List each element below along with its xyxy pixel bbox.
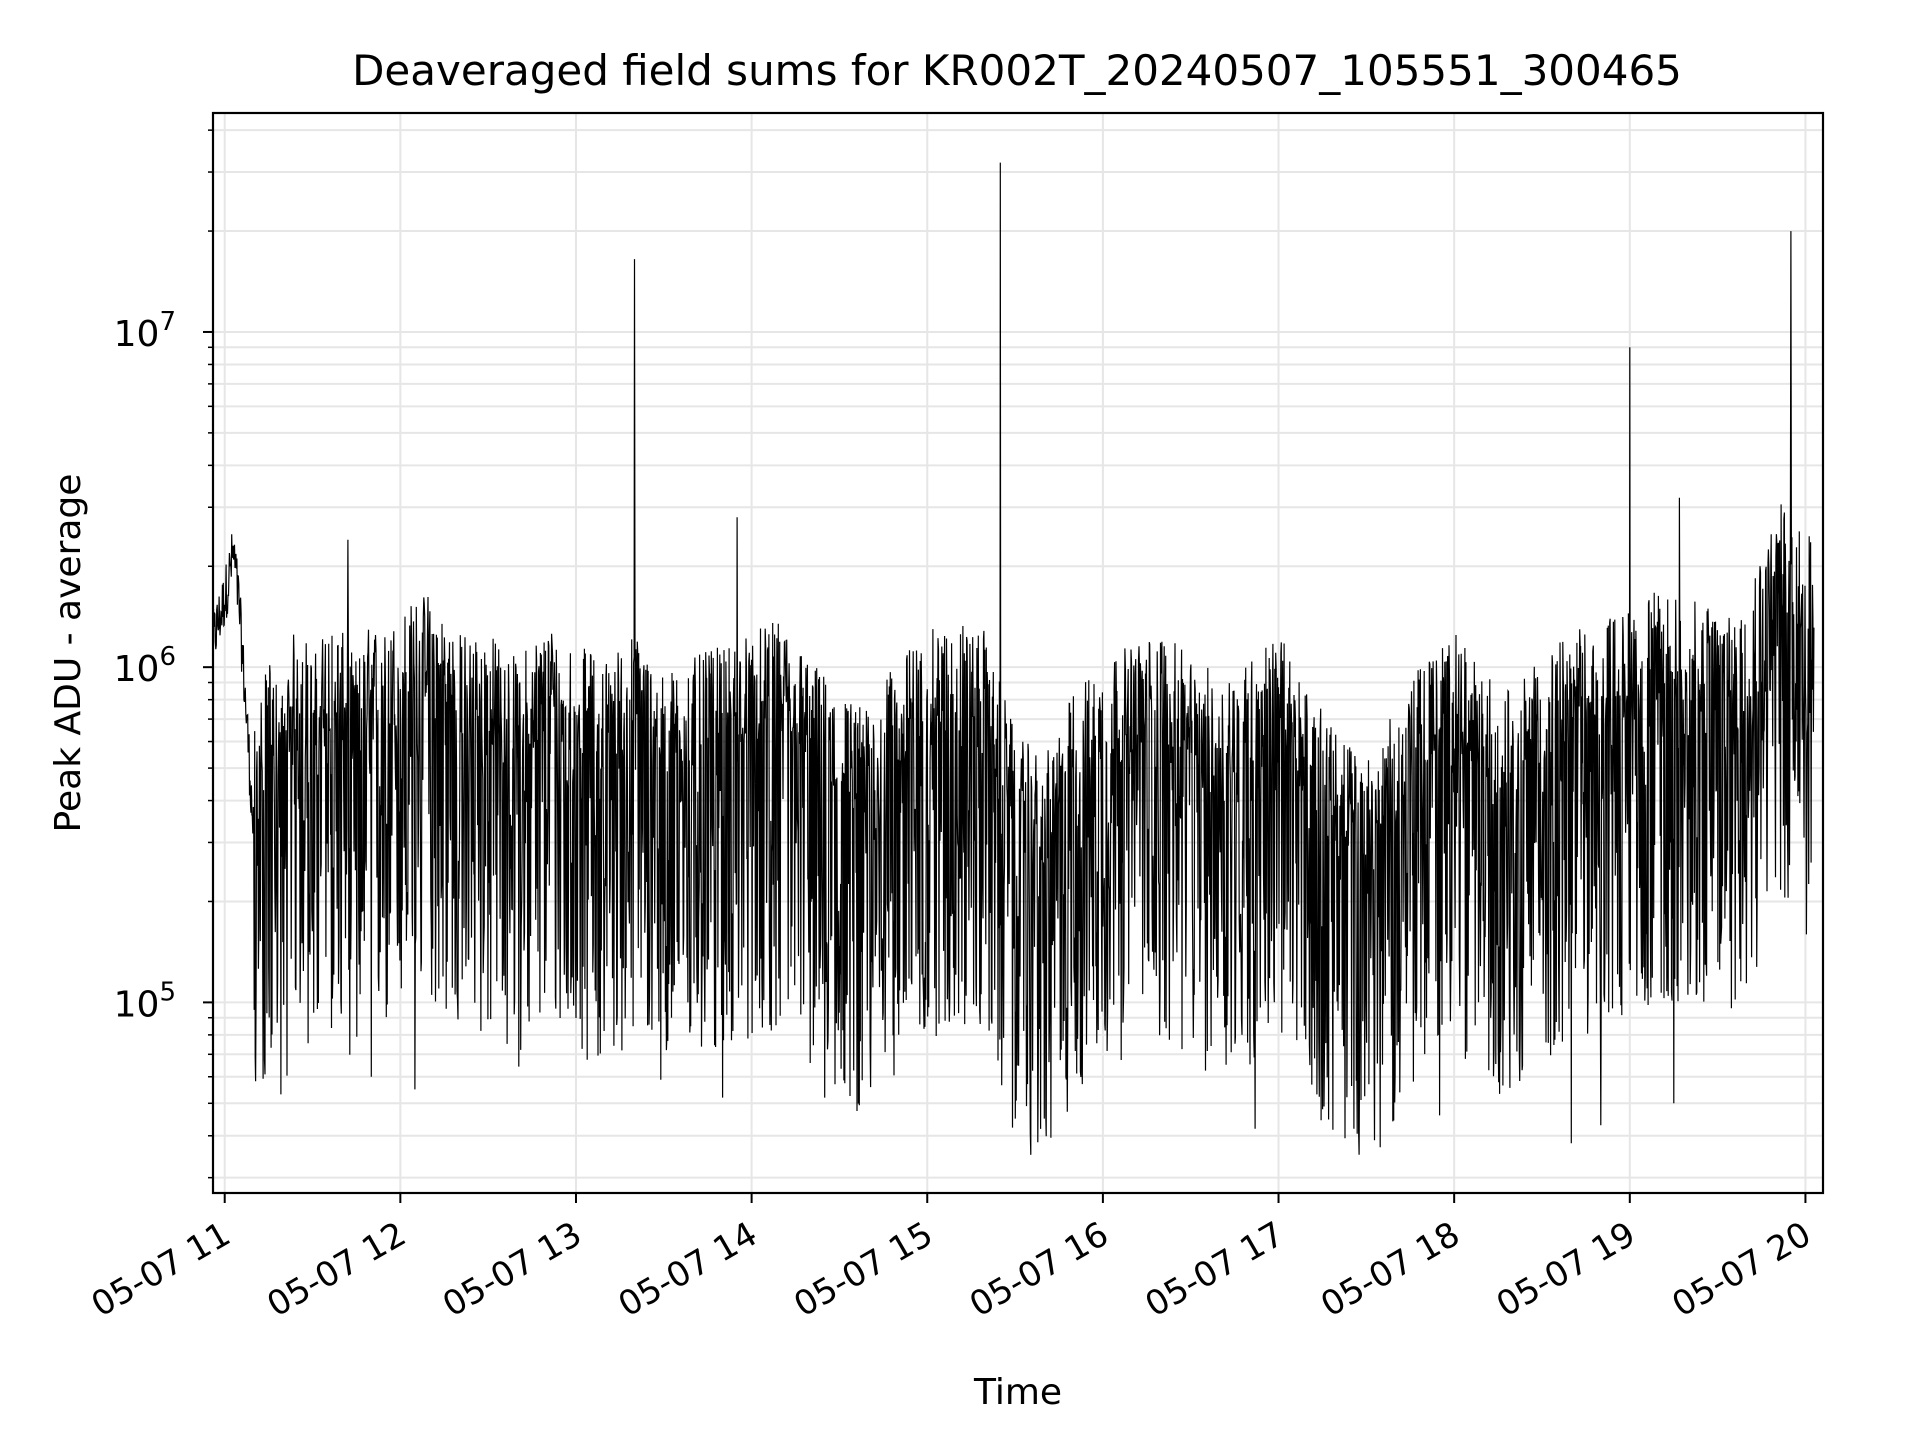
y-tick-label: 106 [114,642,176,690]
series-line [212,162,1815,1155]
series-path [212,162,1815,1155]
y-tick-label: 107 [114,307,176,355]
chart-title: Deaveraged field sums for KR002T_2024050… [352,46,1682,95]
y-tick-label: 105 [114,977,176,1025]
y-axis-label: Peak ADU - average [48,474,89,833]
x-axis-label: Time [973,1372,1062,1413]
plot-frame [211,111,1825,1195]
y-axis: 105 106 107 [114,129,213,1179]
